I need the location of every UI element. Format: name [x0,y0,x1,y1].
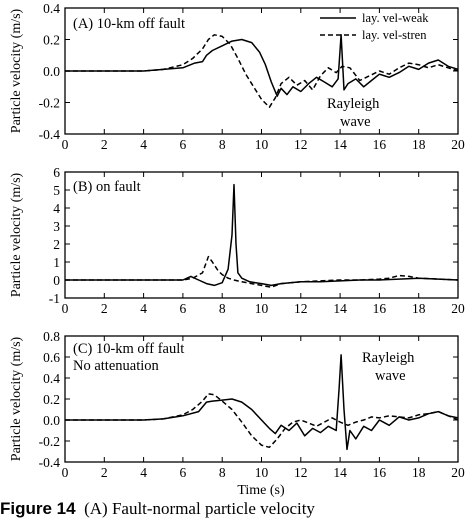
x-tick-label: 6 [180,465,187,480]
series-line-vel-stren [65,393,459,449]
x-tick-label: 8 [219,301,226,316]
x-tick-label: 18 [412,301,426,316]
panel-a-rayleigh-line2: wave [340,114,371,130]
x-tick-label: 12 [294,465,308,480]
x-tick-label: 6 [180,137,187,152]
x-tick-label: 0 [62,137,69,152]
y-tick-label: -1 [49,291,60,306]
panel-c-ylabel: Particle velocity (m/s) [9,336,24,461]
legend-entry-2: lay. vel-stren [362,28,427,42]
x-tick-label: 16 [373,301,387,316]
x-tick-label: 10 [255,137,269,152]
x-tick-label: 16 [373,465,387,480]
x-tick-label: 4 [140,465,147,480]
x-tick-label: 0 [62,301,69,316]
y-tick-label: 0.2 [43,33,60,48]
x-tick-label: 2 [101,137,108,152]
legend: lay. vel-weak lay. vel-stren [320,11,429,42]
series-line-vel-weak [65,34,459,97]
x-tick-label: 8 [219,137,226,152]
panel-a-label: (A) 10-km off fault [73,16,185,32]
x-tick-label: 4 [140,137,147,152]
y-tick-label: 5 [53,183,60,198]
x-tick-label: 18 [412,465,426,480]
panel-a-rayleigh-line1: Rayleigh [327,96,380,112]
x-tick-label: 14 [333,465,347,480]
y-tick-label: 4 [53,201,60,216]
panel-c: 0 2 4 6 8 10 12 14 16 18 20 -0.4 -0.2 0.0 0.2 0.4 0.6 0.8… [9,329,465,498]
y-tick-label: 0.0 [43,413,60,428]
panel-b-label: (B) on fault [73,179,141,195]
x-tick-label: 2 [101,465,108,480]
series-line-vel-weak [65,354,459,451]
x-tick-label: 10 [255,465,269,480]
x-tick-label: 4 [140,301,147,316]
x-tick-label: 0 [62,465,69,480]
x-tick-label: 20 [451,465,465,480]
panel-a-ticks: 0 2 4 6 8 10 12 14 16 18 20 -0.4 -0.2 0.0 0.2 0.4 [39,1,465,152]
x-tick-label: 12 [294,301,308,316]
y-tick-label: 2 [53,237,60,252]
series-line-vel-stren [65,255,459,288]
y-tick-label: 0.4 [43,1,60,16]
panel-c-label: (C) 10-km off fault [73,341,184,357]
panel-c-series [65,354,459,451]
series-line-vel-weak [65,183,459,287]
x-tick-label: 16 [373,137,387,152]
y-tick-label: 0.4 [43,371,60,386]
y-tick-label: 0.6 [43,350,60,365]
y-tick-label: 0 [53,273,60,288]
y-tick-label: -0.4 [39,127,61,142]
y-tick-label: 6 [53,165,60,180]
x-tick-label: 20 [451,301,465,316]
panel-c-rayleigh-line1: Rayleigh [362,350,415,366]
panel-c-rayleigh-line2: wave [375,368,406,384]
panel-b-ylabel: Particle velocity (m/s) [9,172,24,297]
y-tick-label: -0.2 [39,434,60,449]
figure-canvas: 0 2 4 6 8 10 12 14 16 18 20-0.4-0.20.00.20.4 (A) 1… [9,1,465,498]
x-axis-label: Time (s) [237,483,285,498]
caption-text: (A) Fault-normal particle velocity [84,499,315,518]
legend-entry-1: lay. vel-weak [362,11,429,25]
figure-caption: Figure 14 (A) Fault-normal particle velo… [0,498,474,520]
panel-c-label-2: No attenuation [73,358,160,374]
panel-a-ylabel: Particle velocity (m/s) [9,8,24,133]
x-tick-label: 12 [294,137,308,152]
panel-a: 0 2 4 6 8 10 12 14 16 18 20 -0.4 -0.2 0.0 0.2 0.4 (A) 1… [9,1,465,152]
x-tick-label: 20 [451,137,465,152]
y-tick-label: 1 [53,255,60,270]
x-tick-label: 8 [219,465,226,480]
x-tick-label: 6 [180,301,187,316]
caption-label: Figure 14 [0,499,76,518]
panel-a-series [65,34,459,108]
y-tick-label: 0.8 [43,329,60,344]
series-line-vel-stren [65,34,459,108]
x-tick-label: 14 [333,301,347,316]
y-tick-label: -0.2 [39,96,60,111]
panel-b-series [65,183,459,288]
x-tick-label: 2 [101,301,108,316]
y-tick-label: -0.4 [39,455,61,470]
x-tick-label: 14 [333,137,347,152]
y-tick-label: 3 [53,219,60,234]
y-tick-label: 0.0 [43,64,60,79]
y-tick-label: 0.2 [43,392,60,407]
x-tick-label: 10 [255,301,269,316]
x-tick-label: 18 [412,137,426,152]
panel-c-ticks: 0 2 4 6 8 10 12 14 16 18 20 -0.4 -0.2 0.0 0.2 0.4 0.6 0.8 [39,329,465,480]
